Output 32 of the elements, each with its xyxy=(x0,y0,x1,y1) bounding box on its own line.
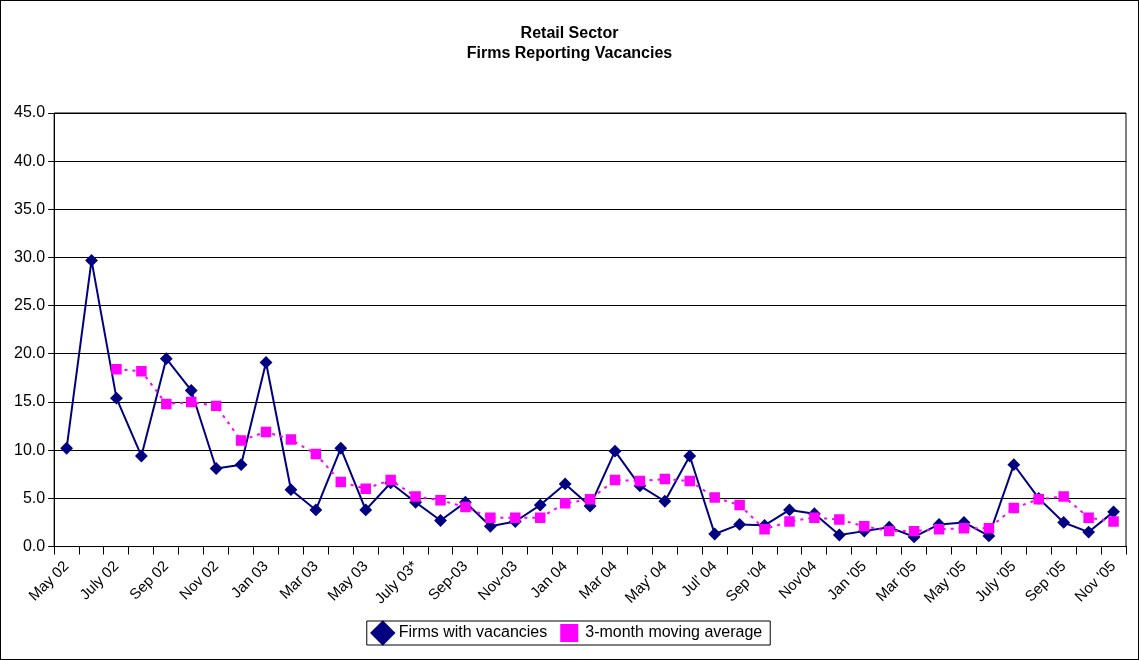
legend-label: 3-month moving average xyxy=(585,623,763,641)
y-tick-label: 20.0 xyxy=(14,344,46,362)
y-tick-label: 5.0 xyxy=(22,488,46,506)
y-tick-label: 10.0 xyxy=(14,440,46,458)
x-tick-label: July 02 xyxy=(75,556,122,603)
x-tick-label: May 03 xyxy=(323,556,371,604)
y-tick-label: 40.0 xyxy=(14,151,46,169)
x-tick-label: Jul' 04 xyxy=(677,556,720,600)
x-tick-label: Sep '05 xyxy=(1021,556,1069,605)
y-tick-label: 25.0 xyxy=(14,296,46,314)
y-tick-label: 35.0 xyxy=(14,199,46,217)
y-tick-label: 15.0 xyxy=(14,392,46,410)
x-tick-label: Sep '04 xyxy=(721,556,770,605)
x-tick-label: Jan 03 xyxy=(227,556,272,601)
legend-label: Firms with vacancies xyxy=(398,623,548,641)
chart-subtitle: Firms Reporting Vacancies xyxy=(465,43,674,63)
x-tick-label: Nov '05 xyxy=(1070,556,1119,605)
x-tick-label: Sep 02 xyxy=(125,556,172,603)
y-tick-label: 0.0 xyxy=(22,536,46,554)
x-tick-label: May 02 xyxy=(24,556,72,604)
x-tick-label: Mar 04 xyxy=(575,556,621,602)
y-tick-label: 45.0 xyxy=(14,103,46,121)
x-tick-label: Nov 02 xyxy=(175,556,222,603)
y-tick-label: 30.0 xyxy=(14,247,46,265)
chart-title: Retail Sector xyxy=(519,23,620,43)
x-tick-label: Jan '05 xyxy=(823,556,870,603)
x-tick-label: July 03* xyxy=(370,556,421,607)
x-tick-label: Jan 04 xyxy=(526,556,571,601)
x-tick-label: Mar 03 xyxy=(275,556,321,602)
x-tick-label: May '05 xyxy=(920,556,970,606)
x-tick-label: July '05 xyxy=(971,556,1019,605)
x-tick-label: Mar '05 xyxy=(872,556,920,604)
